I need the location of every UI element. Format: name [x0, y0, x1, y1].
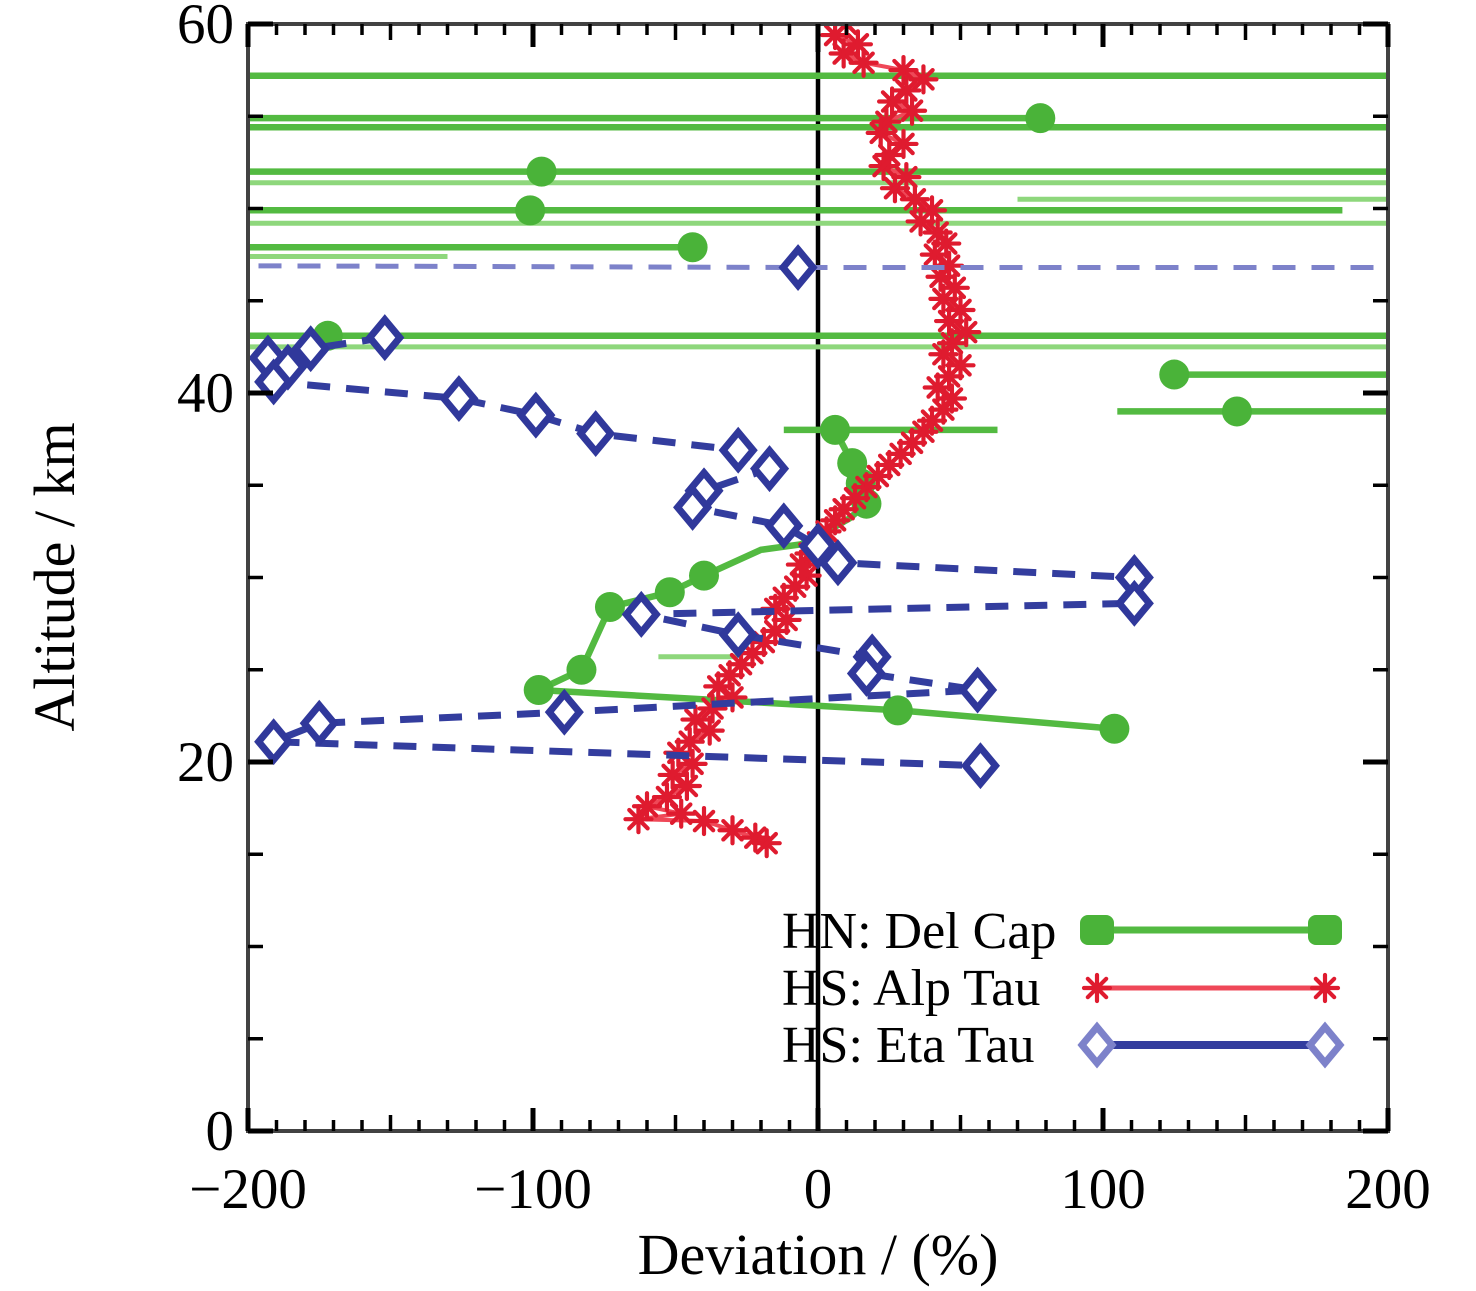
y-axis-label: Altitude / km	[22, 422, 87, 731]
y-tick-label: 20	[177, 731, 234, 794]
x-tick-label: 100	[1060, 1158, 1146, 1221]
legend-sample-hn-del-cap	[1080, 915, 1342, 945]
x-axis-label: Deviation / (%)	[638, 1222, 999, 1287]
series-layer	[248, 24, 1388, 859]
legend-label-alp-tau: HS: Alp Tau	[782, 960, 1040, 1017]
axis-ticks	[245, 21, 1391, 1134]
x-tick-label: −200	[189, 1158, 307, 1221]
legend-label-eta-tau: HS: Eta Tau	[782, 1017, 1034, 1074]
y-tick-labels: 0 20 40 60	[177, 0, 234, 1163]
x-tick-labels: −200 −100 0 100 200	[189, 1158, 1431, 1221]
x-tick-label: 0	[804, 1158, 833, 1221]
x-tick-label: −100	[474, 1158, 592, 1221]
series-hn-del-cap	[248, 72, 1388, 744]
legend-sample-hs-eta-tau	[1077, 1021, 1345, 1069]
legend-samples	[1077, 915, 1345, 1069]
legend-label-del-cap: HN: Del Cap	[782, 903, 1056, 960]
legend: HN: Del Cap HS: Alp Tau HS: Eta Tau	[782, 903, 1345, 1074]
chart-generated: −200 −100 0 100 200 0 20 40 60	[177, 0, 1431, 1221]
series-hs-eta-tau	[248, 244, 1388, 790]
y-tick-label: 0	[206, 1100, 235, 1163]
y-tick-label: 40	[177, 362, 234, 425]
series-hs-alp-tau	[623, 24, 982, 859]
x-tick-label: 200	[1345, 1158, 1431, 1221]
legend-sample-hs-alp-tau	[1081, 972, 1341, 1004]
y-tick-label: 60	[177, 0, 234, 56]
